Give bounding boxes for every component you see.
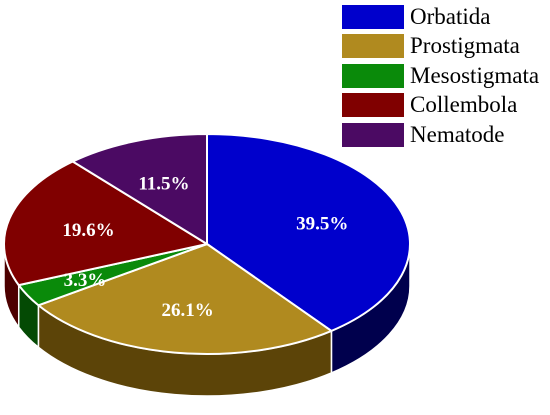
slice-label-orbatida: 39.5%	[296, 214, 348, 235]
legend-label-prostigmata: Prostigmata	[410, 33, 520, 59]
slice-nematode	[71, 133, 208, 245]
slice-prostigmata	[37, 243, 333, 355]
legend-swatch-nematode	[342, 122, 404, 147]
legend-swatch-mesostigmata	[342, 63, 404, 88]
legend-label-nematode: Nematode	[410, 121, 505, 147]
legend-item-nematode: Nematode	[342, 120, 539, 150]
slice-labels: 39.5% 26.1% 3.3% 19.6% 11.5%	[62, 173, 348, 321]
slice-orbatida	[206, 133, 411, 332]
legend-label-orbatida: Orbatida	[410, 3, 491, 29]
legend-label-collembola: Collembola	[410, 92, 518, 118]
legend-swatch-orbatida	[342, 4, 404, 29]
legend-label-mesostigmata: Mesostigmata	[410, 62, 540, 88]
legend-item-mesostigmata: Mesostigmata	[342, 61, 539, 91]
legend-item-orbatida: Orbatida	[342, 2, 539, 32]
legend-swatch-collembola	[342, 93, 404, 118]
legend-item-collembola: Collembola	[342, 91, 539, 121]
slice-label-prostigmata: 26.1%	[161, 300, 213, 321]
slice-collembola	[3, 160, 208, 287]
slice-label-mesostigmata: 3.3%	[64, 270, 107, 291]
legend: Orbatida Prostigmata Mesostigmata Collembol…	[342, 2, 539, 150]
slice-label-collembola: 19.6%	[62, 220, 114, 241]
legend-item-prostigmata: Prostigmata	[342, 32, 539, 62]
pie-tops	[3, 133, 411, 355]
slice-label-nematode: 11.5%	[138, 173, 189, 194]
legend-swatch-prostigmata	[342, 34, 404, 59]
